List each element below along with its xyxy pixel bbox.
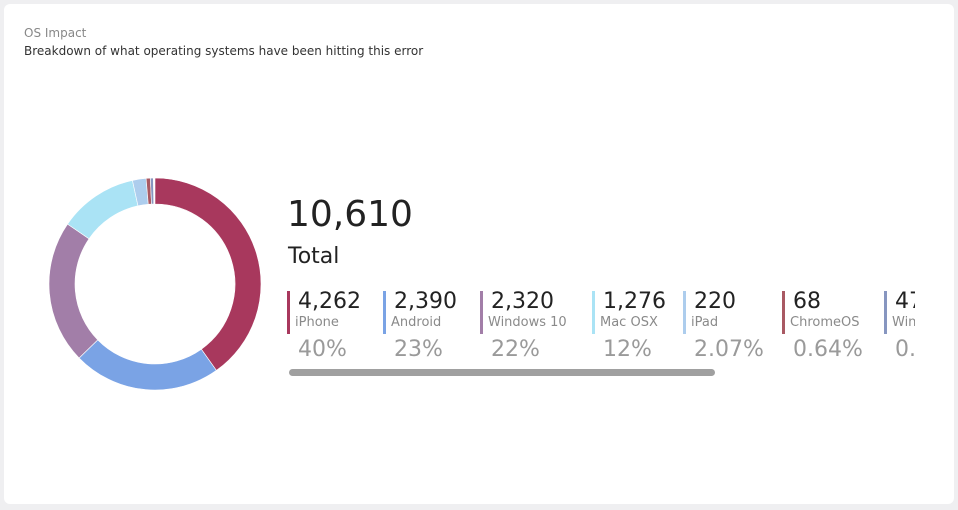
item-name: iPhone: [295, 315, 339, 330]
item-value: 2,390: [394, 289, 457, 314]
slice[interactable]: [154, 177, 262, 371]
total-label: Total: [288, 244, 340, 269]
item-percent: 40%: [298, 337, 347, 362]
item-name: iPad: [691, 315, 719, 330]
slice[interactable]: [78, 339, 217, 391]
legend-swatch: [683, 291, 686, 334]
subtitle: Breakdown of what operating systems have…: [24, 44, 424, 58]
legend-swatch: [592, 291, 595, 334]
legend: 4,262 iPhone 40% 2,390 Android 23% 2,320 Window…: [287, 289, 915, 369]
item-name: Mac OSX: [600, 315, 658, 330]
item-percent: 12%: [603, 337, 652, 362]
slice[interactable]: [150, 177, 155, 205]
legend-swatch: [383, 291, 386, 334]
item-percent: 22%: [491, 337, 540, 362]
title: OS Impact: [24, 26, 87, 40]
slice[interactable]: [67, 180, 139, 240]
total-value: 10,610: [287, 194, 413, 235]
item-name: Windows 7: [892, 315, 915, 330]
slice[interactable]: [48, 223, 99, 359]
item-value: 1,276: [603, 289, 666, 314]
item-value: 4,262: [298, 289, 361, 314]
legend-swatch: [287, 291, 290, 334]
item-percent: 23%: [394, 337, 443, 362]
item-percent: 0.64%: [793, 337, 863, 362]
item-name: Android: [391, 315, 442, 330]
scrollbar[interactable]: [289, 369, 715, 376]
item-name: ChromeOS: [790, 315, 860, 330]
item-percent: 0.44%: [895, 337, 915, 362]
item-value: 2,320: [491, 289, 554, 314]
item-value: 220: [694, 289, 736, 314]
legend-swatch: [884, 291, 887, 334]
legend-swatch: [782, 291, 785, 334]
item-name: Windows 10: [488, 315, 567, 330]
item-percent: 2.07%: [694, 337, 764, 362]
item-value: 47: [895, 289, 915, 314]
card: OS Impact Breakdown of what operating sy…: [4, 4, 954, 504]
item-value: 68: [793, 289, 821, 314]
legend-swatch: [480, 291, 483, 334]
